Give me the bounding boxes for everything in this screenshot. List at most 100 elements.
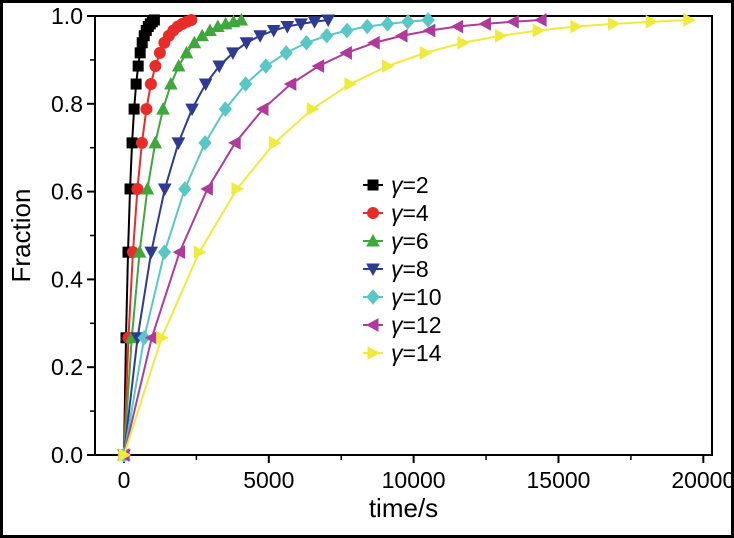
legend-item-gamma-10: γ=10 <box>363 284 442 310</box>
square-marker <box>367 179 379 191</box>
y-tick-label: 1.0 <box>51 3 83 29</box>
legend-label: γ=6 <box>391 228 429 254</box>
triangle-down-marker <box>307 16 322 29</box>
triangle-down-marker <box>185 103 199 117</box>
series-line <box>122 18 329 456</box>
triangle-right-marker <box>193 245 207 260</box>
x-axis-title: time/s <box>369 493 438 523</box>
triangle-left-marker <box>172 245 186 260</box>
diamond-marker <box>340 22 354 39</box>
triangle-down-marker <box>198 78 213 92</box>
triangle-down-marker <box>239 37 254 50</box>
triangle-down-marker <box>366 263 380 277</box>
series-gamma-2 <box>118 14 160 461</box>
y-tick-label: 0.0 <box>51 442 83 468</box>
diamond-marker <box>259 58 273 74</box>
diamond-marker <box>137 330 151 346</box>
diamond-marker <box>421 12 435 28</box>
triangle-up-marker <box>140 181 155 195</box>
triangle-left-marker <box>200 182 213 196</box>
circle-marker <box>135 136 148 149</box>
triangle-up-marker <box>366 233 380 247</box>
square-marker <box>134 47 146 59</box>
triangle-left-marker <box>450 19 464 34</box>
diamond-marker <box>366 289 380 305</box>
x-tick-label: 15000 <box>526 467 590 493</box>
legend-item-gamma-8: γ=8 <box>363 256 429 282</box>
legend-item-gamma-2: γ=2 <box>363 172 429 198</box>
legend-item-gamma-6: γ=6 <box>363 228 429 254</box>
triangle-left-marker <box>506 14 519 29</box>
triangle-up-marker <box>171 59 186 72</box>
circle-marker <box>131 182 144 195</box>
square-marker <box>126 137 138 149</box>
triangle-right-marker <box>231 182 244 196</box>
circle-marker <box>185 13 198 26</box>
y-tick-label: 0.2 <box>51 354 83 380</box>
triangle-down-marker <box>144 246 159 260</box>
triangle-up-marker <box>187 35 202 49</box>
legend-item-gamma-12: γ=12 <box>363 312 442 338</box>
triangle-down-marker <box>294 18 308 31</box>
triangle-right-marker <box>495 28 508 43</box>
x-axis: 0 5000 10000 15000 20000 time/s <box>118 455 734 523</box>
triangle-left-marker <box>311 59 325 73</box>
triangle-left-marker <box>255 102 269 116</box>
triangle-left-marker <box>395 28 408 43</box>
triangle-right-marker <box>306 102 320 116</box>
triangle-down-marker <box>280 21 295 34</box>
series-line <box>122 18 542 456</box>
diamond-marker <box>320 27 334 44</box>
legend-item-gamma-14: γ=14 <box>363 340 442 366</box>
series-gamma-14 <box>118 13 696 462</box>
triangle-left-marker <box>339 46 352 60</box>
triangle-left-marker <box>534 13 547 27</box>
legend-label: γ=4 <box>391 200 429 226</box>
circle-marker <box>144 78 157 91</box>
x-tick-label: 5000 <box>243 467 294 493</box>
series-gamma-8 <box>117 14 336 463</box>
diamond-marker <box>401 13 415 30</box>
triangle-up-marker <box>164 77 178 90</box>
triangle-right-marker <box>570 19 583 34</box>
legend-label: γ=12 <box>391 312 442 338</box>
circle-marker <box>149 60 162 73</box>
diamond-marker <box>198 135 212 151</box>
diamond-marker <box>157 244 172 260</box>
y-tick-label: 0.4 <box>51 266 83 292</box>
triangle-right-marker <box>457 35 470 50</box>
triangle-left-marker <box>283 77 297 91</box>
x-tick-label: 10000 <box>382 467 446 493</box>
triangle-right-marker <box>344 77 357 91</box>
square-marker <box>130 78 142 90</box>
series-gamma-6 <box>117 12 249 461</box>
diamond-marker <box>360 18 374 35</box>
series-gamma-12 <box>116 13 547 462</box>
triangle-left-marker <box>367 35 380 50</box>
series-line <box>123 18 689 456</box>
triangle-down-marker <box>226 47 240 60</box>
triangle-down-marker <box>212 60 227 74</box>
legend-label: γ=8 <box>391 256 429 282</box>
legend-label: γ=2 <box>391 172 429 198</box>
y-tick-label: 0.6 <box>51 179 83 205</box>
triangle-down-marker <box>171 137 186 150</box>
triangle-right-marker <box>532 23 546 38</box>
diamond-marker <box>178 181 192 197</box>
triangle-right-marker <box>269 136 282 150</box>
triangle-up-marker <box>148 135 163 149</box>
diamond-marker <box>238 76 253 92</box>
legend-label: γ=14 <box>391 340 442 366</box>
y-tick-label: 0.8 <box>51 91 83 117</box>
diamond-marker <box>299 35 314 51</box>
square-marker <box>148 14 160 26</box>
circle-marker <box>153 46 166 59</box>
triangle-left-marker <box>228 136 241 150</box>
y-axis-title: Fraction <box>6 189 36 283</box>
triangle-down-marker <box>157 183 172 197</box>
triangle-up-marker <box>156 102 170 115</box>
triangle-right-marker <box>419 46 433 60</box>
